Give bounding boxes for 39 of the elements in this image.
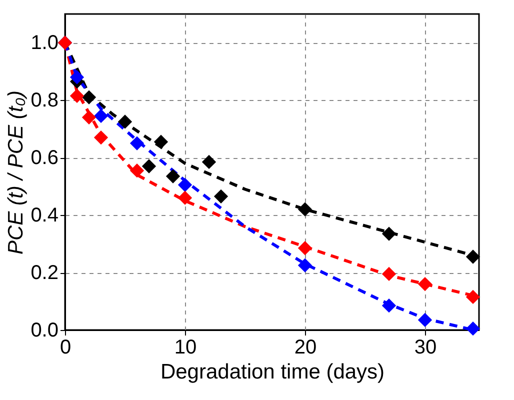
point <box>178 178 192 192</box>
point <box>202 154 216 170</box>
point <box>298 241 312 256</box>
y-tick-label: 0.6 <box>30 147 58 170</box>
point <box>166 169 180 184</box>
point <box>118 114 132 129</box>
point <box>82 90 96 104</box>
y-tick-label: 0.8 <box>30 90 58 112</box>
point <box>130 136 144 150</box>
point <box>418 312 432 328</box>
point <box>130 163 144 178</box>
point <box>382 298 396 313</box>
point <box>94 108 108 124</box>
y-axis-title: PCE (t) / PCE (t₀) <box>4 90 28 255</box>
point <box>418 276 432 292</box>
point <box>94 130 108 145</box>
y-tick-label: 1.0 <box>30 32 58 54</box>
x-tick-label: 30 <box>414 336 437 358</box>
point <box>466 290 480 304</box>
point <box>298 258 312 272</box>
x-tick-label: 10 <box>174 336 197 358</box>
point <box>154 134 168 149</box>
point <box>214 189 228 204</box>
y-tick-label: 0.2 <box>30 262 58 284</box>
point <box>82 110 96 124</box>
point <box>178 190 192 205</box>
point <box>382 226 396 241</box>
y-tick-label: 0.4 <box>30 204 58 227</box>
point <box>466 250 480 264</box>
x-tick-label: 20 <box>294 336 317 358</box>
y-tick-label: 0.0 <box>30 320 58 342</box>
point <box>382 266 396 282</box>
point <box>70 88 84 103</box>
x-axis-title: Degradation time (days) <box>160 360 385 384</box>
x-tick-label: 0 <box>60 336 72 358</box>
point <box>466 321 480 336</box>
point <box>298 202 312 216</box>
point <box>70 70 84 84</box>
point <box>142 159 156 174</box>
